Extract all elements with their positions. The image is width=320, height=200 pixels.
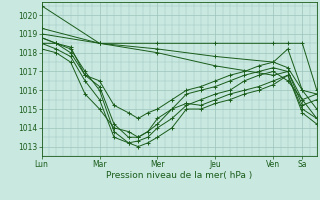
X-axis label: Pression niveau de la mer( hPa ): Pression niveau de la mer( hPa ) [106, 171, 252, 180]
